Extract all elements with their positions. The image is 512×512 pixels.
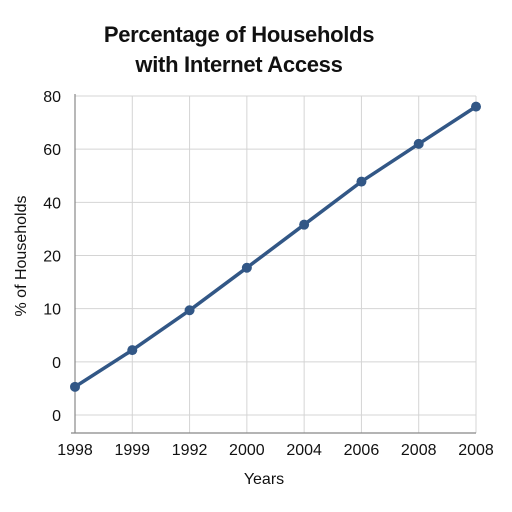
x-tick-label: 1992 (172, 442, 208, 459)
x-tick-label: 2008 (458, 442, 494, 459)
x-tick-label: 2008 (401, 442, 437, 459)
data-point (299, 219, 310, 230)
y-tick-label: 10 (43, 302, 61, 319)
x-tick-label: 2006 (344, 442, 380, 459)
chart-title-line-2: with Internet Access (135, 52, 343, 77)
data-points (70, 101, 481, 392)
data-point (413, 138, 424, 149)
data-point (356, 176, 367, 187)
x-tick-label: 2000 (229, 442, 265, 459)
x-tick-label: 1999 (114, 442, 150, 459)
y-axis-label: % of Households (13, 196, 30, 317)
series-line (73, 104, 478, 389)
y-tick-labels: 0 0 10 20 40 60 80 (43, 89, 61, 425)
chart-title-line-1: Percentage of Households (103, 22, 375, 47)
x-tick-labels: 1998 1999 1992 2000 2004 2006 2008 2008 (57, 442, 494, 459)
axes (71, 94, 476, 434)
data-point (70, 381, 80, 392)
chart-title: Percentage of Households with Internet A… (0, 20, 478, 80)
x-tick-label: 1998 (57, 442, 93, 459)
x-axis-label: Years (244, 471, 284, 488)
y-tick-label: 0 (52, 408, 61, 425)
y-tick-label: 60 (43, 142, 61, 159)
data-point (184, 305, 195, 316)
data-point (241, 262, 252, 273)
data-point (127, 345, 138, 356)
y-tick-label: 40 (43, 195, 61, 212)
y-tick-label: 80 (43, 89, 61, 106)
y-tick-label: 20 (43, 249, 61, 266)
y-tick-label: 0 (52, 355, 61, 372)
x-tick-label: 2004 (286, 442, 322, 459)
data-point (471, 101, 481, 112)
